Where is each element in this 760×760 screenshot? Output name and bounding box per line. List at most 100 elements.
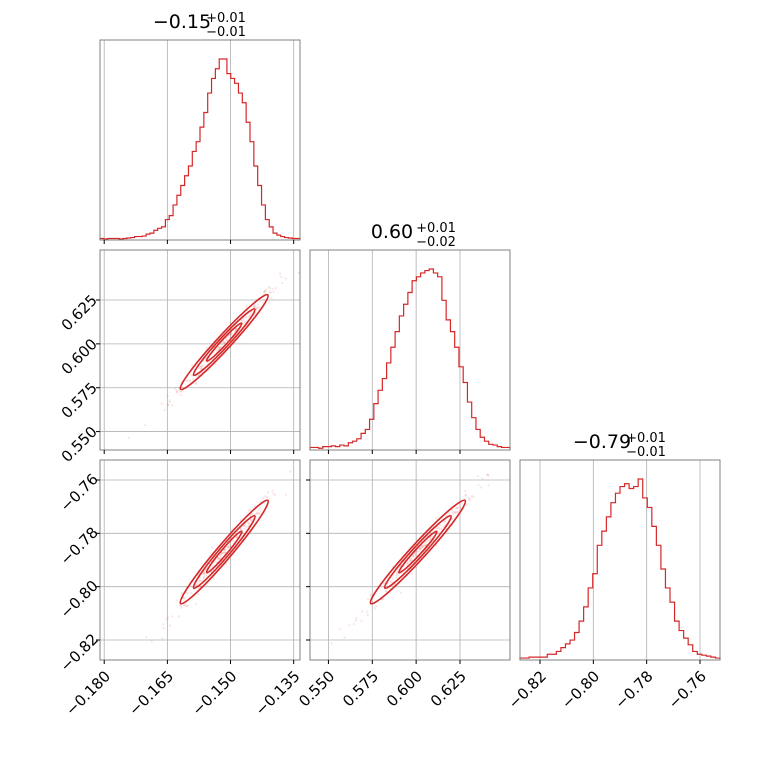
scatter-point-0-2 <box>150 640 153 643</box>
scatter-point-1-2 <box>339 628 342 631</box>
scatter-point-0-1 <box>176 391 179 394</box>
scatter-point-0-2 <box>257 512 261 515</box>
scatter-point-1-2 <box>417 550 420 554</box>
scatter-point-0-2 <box>247 509 250 512</box>
scatter-point-1-2 <box>383 582 386 585</box>
scatter-point-1-2 <box>424 541 427 545</box>
scatter-point-0-2 <box>168 624 171 627</box>
scatter-point-0-2 <box>198 579 202 582</box>
scatter-point-0-2 <box>235 536 239 539</box>
scatter-point-0-1 <box>235 327 238 330</box>
scatter-point-0-2 <box>235 536 238 539</box>
scatter-point-0-1 <box>272 290 275 293</box>
scatter-point-1-2 <box>343 636 346 639</box>
scatter-point-0-2 <box>186 591 189 594</box>
scatter-point-0-2 <box>224 548 227 551</box>
scatter-point-0-1 <box>268 287 271 290</box>
scatter-point-1-2 <box>464 489 467 493</box>
scatter-point-1-2 <box>381 598 384 601</box>
scatter-point-0-1 <box>264 289 267 292</box>
scatter-point-0-2 <box>284 493 287 496</box>
scatter-point-0-2 <box>196 593 199 596</box>
scatter-point-0-2 <box>263 512 266 515</box>
scatter-point-0-2 <box>243 524 247 527</box>
scatter-point-0-1 <box>249 312 252 315</box>
contour-1-2-0 <box>398 530 438 574</box>
scatter-point-0-1 <box>284 277 287 280</box>
scatter-point-1-2 <box>399 591 403 594</box>
scatter-point-0-1 <box>257 305 260 309</box>
scatter-point-0-2 <box>223 548 226 552</box>
scatter-point-1-2 <box>391 580 394 584</box>
scatter-point-0-1 <box>279 272 282 275</box>
scatter-point-0-1 <box>242 321 245 325</box>
scatter-point-1-2 <box>467 496 470 499</box>
xtick-label-1-1: 0.575 <box>339 667 382 710</box>
scatter-point-1-2 <box>450 509 454 512</box>
scatter-point-0-1 <box>217 345 220 348</box>
ytick-label-1-3: 0.625 <box>58 291 101 334</box>
scatter-point-0-2 <box>239 518 242 521</box>
scatter-point-0-1 <box>202 364 205 367</box>
scatter-point-0-2 <box>186 604 189 607</box>
title-1: 0.60 <box>371 221 413 243</box>
scatter-point-1-2 <box>419 545 422 548</box>
scatter-point-0-2 <box>205 574 208 577</box>
contour-0-2-2 <box>179 499 270 605</box>
scatter-point-0-2 <box>245 525 248 529</box>
scatter-point-0-1 <box>218 346 221 350</box>
scatter-point-0-1 <box>173 387 177 390</box>
scatter-point-1-2 <box>436 527 439 530</box>
hist-step-0 <box>99 58 301 240</box>
scatter-point-1-2 <box>423 544 426 547</box>
scatter-point-0-2 <box>219 554 222 557</box>
scatter-point-1-2 <box>460 502 463 506</box>
scatter-point-0-1 <box>175 389 178 392</box>
scatter-point-0-1 <box>262 299 266 302</box>
scatter-point-0-1 <box>258 300 261 303</box>
scatter-point-0-1 <box>253 313 256 316</box>
scatter-point-0-1 <box>255 307 258 310</box>
scatter-point-0-2 <box>273 493 276 496</box>
scatter-point-0-1 <box>253 303 256 307</box>
scatter-point-1-2 <box>414 554 418 558</box>
scatter-point-1-2 <box>477 483 480 486</box>
scatter-point-0-1 <box>263 290 266 293</box>
scatter-point-0-2 <box>250 518 253 521</box>
scatter-point-0-1 <box>199 365 202 369</box>
scatter-point-0-1 <box>190 374 193 377</box>
title-sup-1: +0.01 <box>416 221 456 236</box>
scatter-point-1-2 <box>411 555 415 558</box>
scatter-point-1-2 <box>406 562 409 565</box>
scatter-point-0-1 <box>177 386 181 389</box>
scatter-point-0-1 <box>270 297 273 300</box>
scatter-point-0-2 <box>185 604 188 607</box>
scatter-point-1-2 <box>416 549 419 552</box>
scatter-point-0-2 <box>247 524 250 527</box>
xtick-label-1-3: 0.625 <box>427 667 470 710</box>
scatter-point-1-2 <box>439 523 442 526</box>
scatter-point-0-1 <box>247 315 250 319</box>
scatter-point-0-2 <box>272 492 275 495</box>
scatter-point-0-1 <box>230 331 233 335</box>
scatter-point-1-2 <box>438 531 441 534</box>
scatter-point-1-2 <box>419 550 422 553</box>
scatter-point-1-2 <box>396 571 399 574</box>
scatter-point-0-1 <box>188 379 191 382</box>
ytick-label-2-2: −0.78 <box>57 523 102 568</box>
scatter-point-1-2 <box>410 558 413 561</box>
scatter-point-0-2 <box>266 496 269 499</box>
scatter-point-1-2 <box>438 527 441 530</box>
scatter-point-0-1 <box>214 363 217 366</box>
scatter-point-1-2 <box>487 484 490 487</box>
scatter-point-0-2 <box>227 546 230 549</box>
scatter-point-0-2 <box>239 527 242 531</box>
scatter-point-0-1 <box>222 340 225 344</box>
scatter-point-0-1 <box>201 366 204 369</box>
contour-1-2-2 <box>369 499 467 605</box>
scatter-point-1-2 <box>472 495 475 499</box>
hist-panel-2: −0.79+0.01−0.01 <box>519 431 721 664</box>
scatter-point-0-1 <box>218 345 221 349</box>
pair-frame-0-1 <box>99 249 301 451</box>
scatter-point-0-2 <box>184 603 187 606</box>
